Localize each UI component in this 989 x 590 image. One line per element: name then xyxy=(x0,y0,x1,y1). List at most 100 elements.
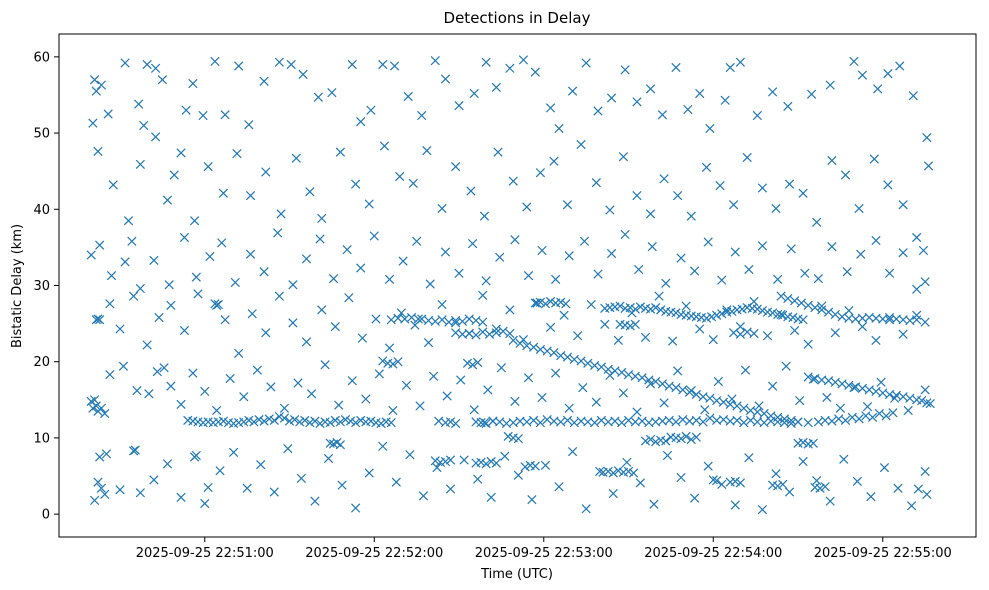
data-point-marker xyxy=(249,417,259,427)
data-point-marker xyxy=(451,418,461,429)
data-point-marker xyxy=(273,228,283,238)
data-point-marker xyxy=(912,232,922,243)
data-point-marker xyxy=(676,434,686,444)
data-point-marker xyxy=(437,315,447,325)
data-point-marker xyxy=(713,376,723,387)
data-point-marker xyxy=(739,403,749,413)
data-point-marker xyxy=(730,247,740,257)
data-point-marker xyxy=(595,466,605,477)
data-point-marker xyxy=(212,300,222,310)
data-point-marker xyxy=(659,174,669,184)
data-point-marker xyxy=(793,417,803,427)
data-point-marker xyxy=(176,148,186,158)
data-point-marker xyxy=(606,93,617,103)
data-point-marker xyxy=(188,78,198,89)
data-point-marker xyxy=(762,331,773,341)
data-point-marker xyxy=(220,315,230,325)
data-point-marker xyxy=(130,445,140,455)
data-point-marker xyxy=(169,170,179,180)
data-point-marker xyxy=(783,101,793,112)
data-point-marker xyxy=(191,450,201,461)
data-point-marker xyxy=(695,88,705,99)
data-point-marker xyxy=(473,357,483,368)
data-point-marker xyxy=(628,468,639,478)
data-point-marker xyxy=(105,299,115,309)
data-point-marker xyxy=(867,412,878,422)
data-point-marker xyxy=(418,491,429,501)
data-point-marker xyxy=(678,385,688,395)
data-point-marker xyxy=(215,466,225,476)
data-point-marker xyxy=(150,132,161,142)
data-point-marker xyxy=(657,379,668,389)
data-point-marker xyxy=(732,415,742,426)
data-point-marker xyxy=(103,109,113,119)
data-point-marker xyxy=(813,274,823,284)
data-point-marker xyxy=(684,387,695,397)
data-point-marker xyxy=(422,145,432,156)
data-point-marker xyxy=(918,245,929,256)
data-point-marker xyxy=(479,418,490,428)
data-point-marker xyxy=(562,200,573,210)
data-point-marker xyxy=(469,88,479,99)
data-point-marker xyxy=(873,84,883,94)
data-point-marker xyxy=(513,470,523,480)
data-point-marker xyxy=(561,299,571,309)
data-point-marker xyxy=(274,57,284,67)
data-point-marker xyxy=(528,415,539,426)
data-point-marker xyxy=(93,146,103,156)
data-point-marker xyxy=(503,431,513,442)
data-point-marker xyxy=(605,205,615,215)
data-point-marker xyxy=(912,284,922,294)
data-point-marker xyxy=(398,256,408,266)
data-point-marker xyxy=(620,65,630,75)
data-point-marker xyxy=(150,63,161,73)
data-point-marker xyxy=(651,302,661,313)
data-point-marker xyxy=(259,416,269,426)
data-point-marker xyxy=(632,190,642,201)
x-tick-label: 2025-09-25 22:55:00 xyxy=(814,546,952,561)
data-point-marker xyxy=(135,159,145,169)
data-point-marker xyxy=(374,369,384,379)
data-point-marker xyxy=(432,463,442,473)
data-point-marker xyxy=(898,248,908,258)
data-point-marker xyxy=(537,392,547,403)
data-point-marker xyxy=(808,438,818,448)
data-point-marker xyxy=(632,407,642,417)
data-point-marker xyxy=(810,302,820,313)
data-point-marker xyxy=(778,310,788,320)
data-point-marker xyxy=(600,319,610,329)
data-point-marker xyxy=(551,368,561,378)
data-point-marker xyxy=(773,274,783,285)
data-point-marker xyxy=(788,312,798,323)
x-tick-label: 2025-09-25 22:53:00 xyxy=(475,546,613,561)
data-point-marker xyxy=(634,264,644,275)
data-point-marker xyxy=(135,283,145,294)
data-point-marker xyxy=(798,188,808,198)
data-point-marker xyxy=(149,255,159,265)
data-point-marker xyxy=(784,179,795,189)
data-point-marker xyxy=(922,489,932,499)
data-point-marker xyxy=(691,389,701,400)
data-point-marker xyxy=(269,415,279,426)
data-point-marker xyxy=(210,56,220,67)
data-point-marker xyxy=(718,397,729,407)
data-point-marker xyxy=(289,415,300,425)
data-point-marker xyxy=(228,447,239,458)
data-point-marker xyxy=(310,496,320,506)
data-point-marker xyxy=(181,105,191,115)
data-point-marker xyxy=(884,268,895,278)
data-point-marker xyxy=(790,325,800,336)
data-point-marker xyxy=(730,500,740,510)
data-point-marker xyxy=(554,482,564,492)
data-point-marker xyxy=(545,322,556,333)
data-point-marker xyxy=(301,337,312,347)
data-point-marker xyxy=(244,415,254,426)
data-point-marker xyxy=(279,403,290,413)
data-point-marker xyxy=(835,403,846,413)
data-point-marker xyxy=(203,482,213,493)
data-point-marker xyxy=(812,217,822,227)
data-point-marker xyxy=(115,485,125,495)
data-point-marker xyxy=(583,358,593,368)
data-point-marker xyxy=(630,319,640,329)
data-point-marker xyxy=(883,180,893,190)
